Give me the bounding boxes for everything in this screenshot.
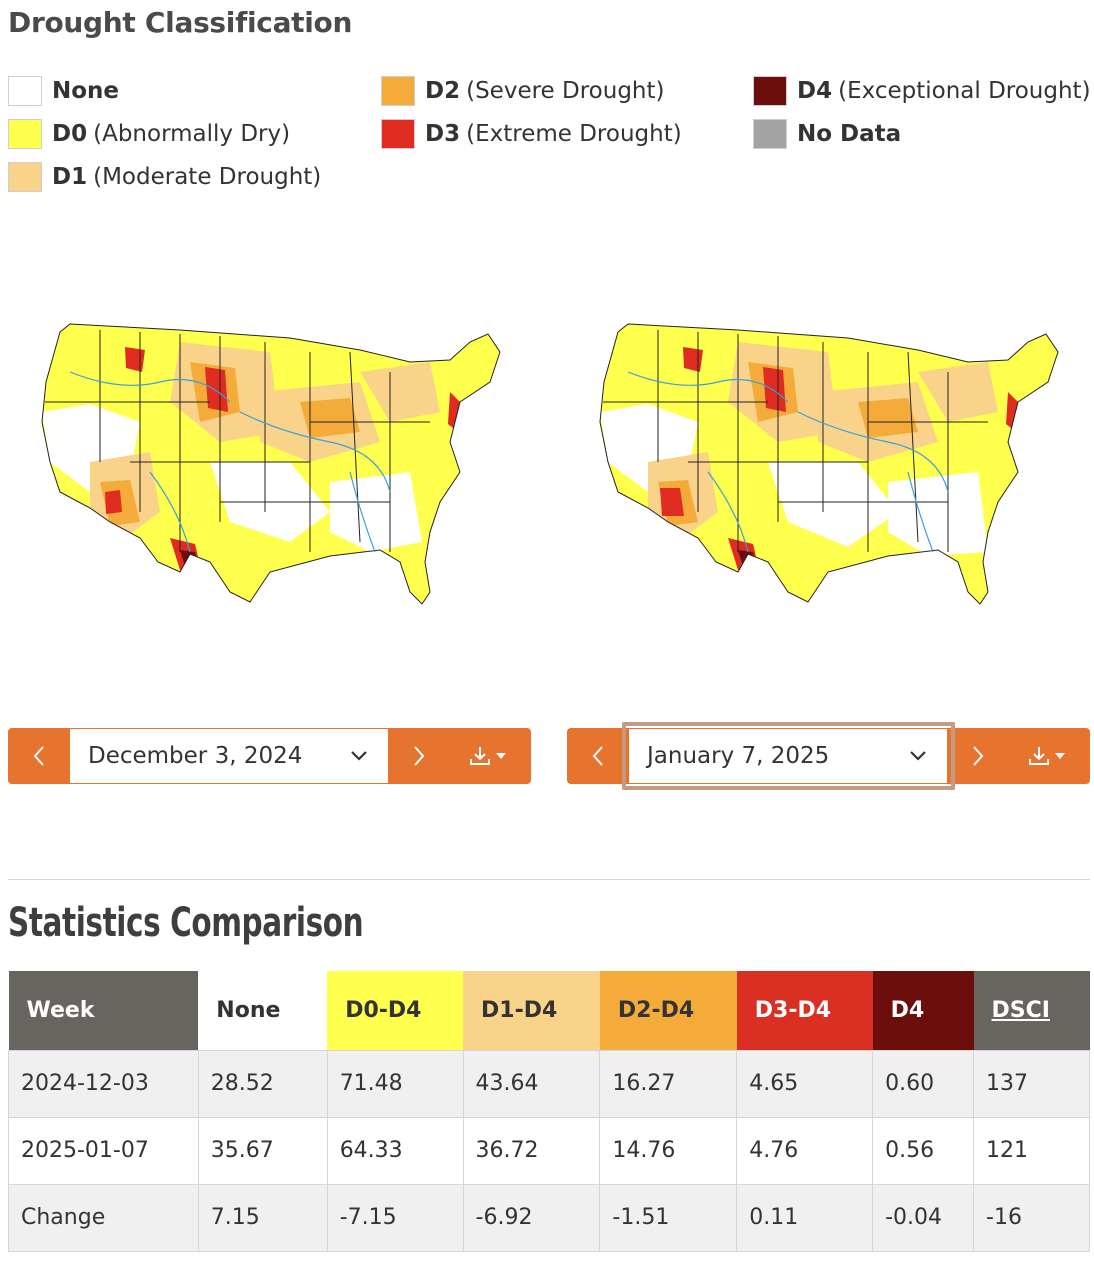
legend-item-d3: D3 (Extreme Drought): [381, 119, 682, 149]
legend-item-none: None: [8, 76, 125, 106]
right-map-controls: January 7, 2025: [567, 728, 1090, 784]
table-cell: 71.48: [326, 1049, 464, 1118]
table-cell: -0.04: [872, 1183, 975, 1252]
date-select-right[interactable]: January 7, 2025: [629, 729, 947, 783]
chevron-right-icon: [973, 746, 984, 766]
date-select-left[interactable]: December 3, 2024: [70, 729, 388, 783]
table-cell: -7.15: [326, 1183, 464, 1252]
header-d3-d4: D3-D4: [736, 971, 873, 1050]
drought-map-right: [599, 323, 1059, 605]
prev-week-button-left[interactable]: [8, 728, 70, 784]
table-cell: 137: [973, 1049, 1090, 1118]
legend-code: D1: [52, 164, 88, 190]
header-d4: D4: [872, 971, 974, 1050]
download-button-left[interactable]: [450, 728, 530, 784]
table-row: 2024-12-03 28.52 71.48 43.64 16.27 4.65 …: [8, 1049, 1090, 1118]
legend-item-d4: D4 (Exceptional Drought): [753, 76, 1091, 106]
dsci-link-text[interactable]: DSCI: [991, 997, 1050, 1023]
table-cell: 0.56: [872, 1116, 975, 1185]
legend-swatch-d0: [8, 119, 42, 149]
stats-header-row: Week None D0-D4 D1-D4 D2-D4 D3-D4 D4 DSC…: [8, 971, 1090, 1050]
drought-legend: None D0 (Abnormally Dry) D1 (Moderate Dr…: [8, 76, 1094, 206]
section-divider: [8, 879, 1090, 880]
chevron-left-icon: [592, 746, 603, 766]
table-cell: 0.60: [872, 1049, 975, 1118]
legend-code: D3: [425, 121, 461, 147]
legend-swatch-d1: [8, 162, 42, 192]
legend-swatch-d2: [381, 76, 415, 106]
download-icon: [470, 747, 506, 765]
left-map-controls: December 3, 2024: [8, 728, 531, 784]
legend-item-d1: D1 (Moderate Drought): [8, 162, 321, 192]
table-cell: 4.76: [736, 1116, 874, 1185]
legend-code: D4: [797, 78, 833, 104]
table-cell: 4.65: [736, 1049, 874, 1118]
legend-code: No Data: [797, 121, 902, 147]
prev-week-button-right[interactable]: [567, 728, 629, 784]
table-cell: 7.15: [197, 1183, 328, 1252]
legend-item-d2: D2 (Severe Drought): [381, 76, 664, 106]
download-icon: [1029, 747, 1065, 765]
table-cell: 36.72: [462, 1116, 601, 1185]
legend-code: D0: [52, 121, 88, 147]
legend-item-no-data: No Data: [753, 119, 907, 149]
stats-table: Week None D0-D4 D1-D4 D2-D4 D3-D4 D4 DSC…: [8, 971, 1090, 1252]
table-cell: 0.11: [736, 1183, 874, 1252]
legend-desc: (Exceptional Drought): [838, 78, 1091, 104]
chevron-left-icon: [33, 746, 44, 766]
chevron-right-icon: [414, 746, 425, 766]
drought-maps: [0, 300, 1094, 630]
table-cell: 28.52: [197, 1049, 328, 1118]
header-d0-d4: D0-D4: [327, 971, 464, 1050]
table-cell: 35.67: [197, 1116, 328, 1185]
table-row: 2025-01-07 35.67 64.33 36.72 14.76 4.76 …: [8, 1116, 1090, 1185]
table-cell: Change: [8, 1183, 199, 1252]
drought-map-left: [41, 323, 501, 605]
legend-desc: (Abnormally Dry): [93, 121, 291, 147]
table-cell: -16: [973, 1183, 1090, 1252]
header-dsci-link[interactable]: DSCI: [973, 971, 1090, 1050]
legend-swatch-d3: [381, 119, 415, 149]
header-week: Week: [8, 971, 199, 1050]
next-week-button-left[interactable]: [388, 728, 450, 784]
legend-code: D2: [425, 78, 461, 104]
header-d2-d4: D2-D4: [599, 971, 737, 1050]
table-cell: 121: [973, 1116, 1090, 1185]
legend-swatch-none: [8, 76, 42, 106]
legend-desc: (Moderate Drought): [93, 164, 322, 190]
legend-swatch-d4: [753, 76, 787, 106]
header-none: None: [198, 971, 328, 1050]
download-button-right[interactable]: [1009, 728, 1089, 784]
legend-desc: (Severe Drought): [466, 78, 665, 104]
legend-swatch-no-data: [753, 119, 787, 149]
table-cell: 14.76: [599, 1116, 738, 1185]
header-d1-d4: D1-D4: [463, 971, 600, 1050]
legend-item-d0: D0 (Abnormally Dry): [8, 119, 290, 149]
stats-title: Statistics Comparison: [8, 900, 364, 946]
date-select-value: January 7, 2025: [647, 743, 830, 769]
next-week-button-right[interactable]: [947, 728, 1009, 784]
chevron-down-icon: [351, 751, 367, 761]
table-cell: 2025-01-07: [8, 1116, 199, 1185]
table-cell: -1.51: [599, 1183, 738, 1252]
table-row: Change 7.15 -7.15 -6.92 -1.51 0.11 -0.04…: [8, 1183, 1090, 1252]
page-heading: Drought Classification: [8, 6, 353, 39]
date-select-value: December 3, 2024: [88, 743, 303, 769]
table-cell: 43.64: [462, 1049, 601, 1118]
legend-desc: (Extreme Drought): [466, 121, 682, 147]
table-cell: 16.27: [599, 1049, 738, 1118]
table-cell: 2024-12-03: [8, 1049, 199, 1118]
table-cell: 64.33: [326, 1116, 464, 1185]
legend-code: None: [52, 78, 120, 104]
chevron-down-icon: [910, 751, 926, 761]
table-cell: -6.92: [462, 1183, 601, 1252]
